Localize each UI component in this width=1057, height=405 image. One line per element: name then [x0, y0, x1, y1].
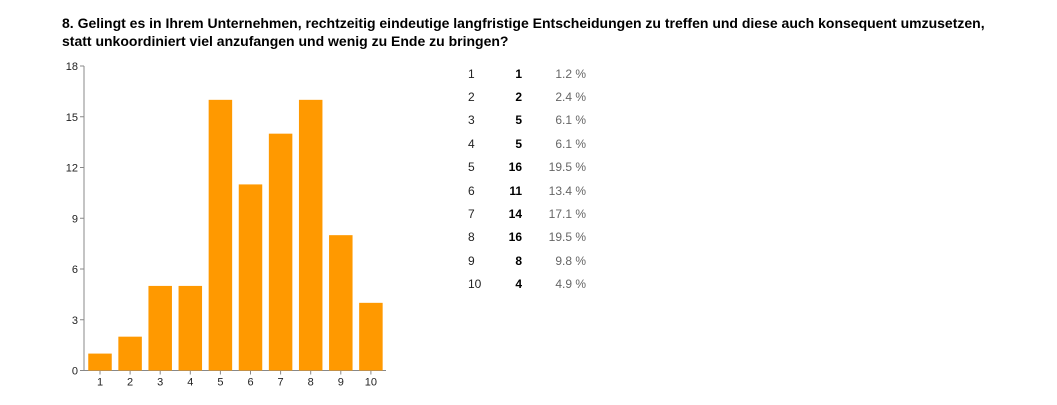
y-tick-label: 15 [66, 112, 78, 124]
stats-count: 16 [508, 230, 522, 245]
x-tick-label: 5 [217, 377, 223, 389]
y-tick-label: 0 [72, 366, 78, 378]
stats-percent: 2.4 % [555, 90, 586, 105]
stats-count: 8 [515, 253, 522, 268]
bars [88, 99, 383, 371]
stats-option: 4 [468, 136, 475, 151]
stats-count: 4 [515, 277, 522, 292]
x-tick-label: 10 [365, 377, 377, 389]
x-tick-label: 9 [338, 377, 344, 389]
y-tick-label: 12 [66, 163, 78, 175]
y-tick-label: 9 [72, 213, 78, 225]
stats-row: 3 5 6.1 % [468, 109, 586, 132]
stats-percent: 1.2 % [555, 66, 586, 81]
question-line-1: 8. Gelingt es in Ihrem Unternehmen, rech… [62, 15, 985, 31]
stats-count: 2 [515, 90, 522, 105]
x-tick-label: 4 [187, 377, 193, 389]
bar-2 [118, 336, 142, 371]
question-title: 8. Gelingt es in Ihrem Unternehmen, rech… [62, 14, 1052, 50]
stats-table: 1 1 1.2 % 2 2 2.4 % 3 5 6.1 % 4 5 6.1 % 5 16 19.5 % 6 11… [468, 62, 586, 296]
y-tick-label: 3 [72, 315, 78, 327]
stats-row: 2 2 2.4 % [468, 85, 586, 108]
stats-row: 9 8 9.8 % [468, 249, 586, 272]
stats-percent: 13.4 % [548, 183, 586, 198]
stats-count: 5 [515, 136, 522, 151]
bar-10 [359, 302, 383, 371]
stats-option: 7 [468, 207, 475, 222]
bar-3 [148, 285, 172, 371]
stats-option: 9 [468, 253, 475, 268]
stats-count: 11 [509, 183, 522, 198]
y-tick-label: 6 [72, 264, 78, 276]
stats-percent: 19.5 % [548, 230, 586, 245]
stats-option: 8 [468, 230, 475, 245]
x-tick-label: 8 [308, 377, 314, 389]
stats-percent: 17.1 % [548, 207, 586, 222]
stats-percent: 6.1 % [555, 136, 586, 151]
stats-percent: 6.1 % [555, 113, 586, 128]
stats-option: 5 [468, 160, 475, 175]
x-axis: 1 2 3 4 5 6 7 8 9 10 [84, 370, 386, 389]
stats-option: 2 [468, 90, 475, 105]
x-tick-label: 2 [127, 377, 133, 389]
y-tick-label: 18 [66, 61, 78, 73]
bar-7 [268, 133, 293, 371]
x-tick-label: 7 [278, 377, 284, 389]
stats-percent: 4.9 % [555, 277, 586, 292]
stats-option: 6 [468, 183, 475, 198]
stats-row: 5 16 19.5 % [468, 156, 586, 179]
y-axis: 0 3 6 9 12 15 18 [66, 61, 85, 378]
stats-option: 1 [468, 66, 475, 81]
bar-5 [208, 99, 233, 371]
bar-9 [329, 235, 353, 371]
stats-row: 6 11 13.4 % [468, 179, 586, 202]
x-tick-label: 6 [247, 377, 253, 389]
x-tick-label: 3 [157, 377, 163, 389]
bar-8 [298, 99, 323, 371]
stats-count: 16 [508, 160, 522, 175]
stats-row: 4 5 6.1 % [468, 132, 586, 155]
question-line-2: statt unkoordiniert viel anzufangen und … [62, 33, 509, 49]
stats-option: 3 [468, 113, 475, 128]
stats-percent: 19.5 % [548, 160, 586, 175]
stats-percent: 9.8 % [555, 253, 586, 268]
stats-row: 8 16 19.5 % [468, 226, 586, 249]
stats-count: 14 [508, 207, 522, 222]
bar-6 [238, 184, 263, 371]
bar-1 [88, 353, 112, 371]
stats-row: 10 4 4.9 % [468, 273, 586, 296]
stats-row: 7 14 17.1 % [468, 202, 586, 225]
stats-row: 1 1 1.2 % [468, 62, 586, 85]
stats-count: 1 [515, 66, 522, 81]
bar-4 [178, 285, 203, 371]
stats-count: 5 [515, 113, 522, 128]
x-tick-label: 1 [97, 377, 103, 389]
stats-option: 10 [468, 277, 482, 292]
